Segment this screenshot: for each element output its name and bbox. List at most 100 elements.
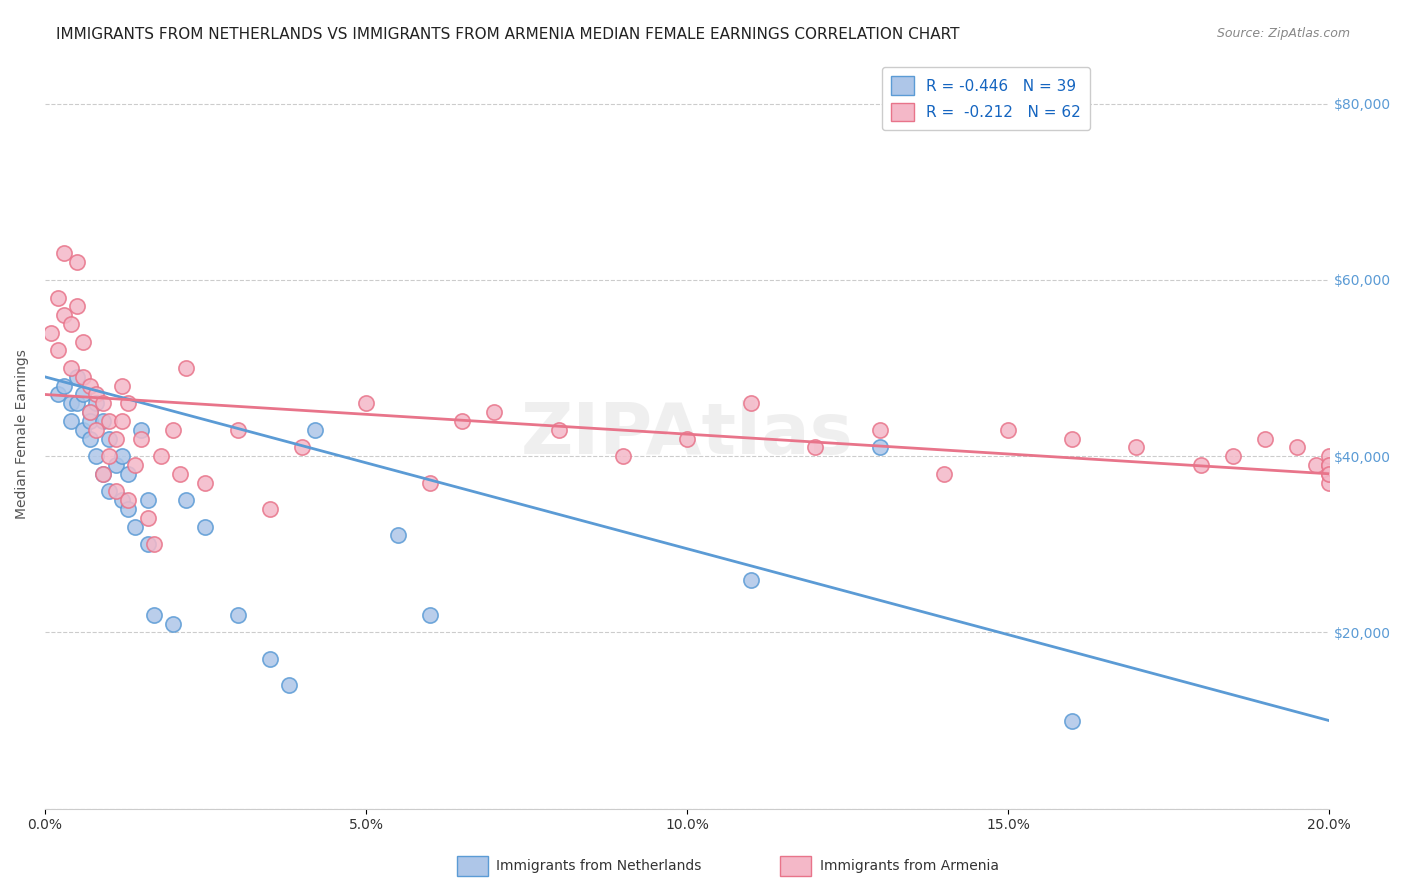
Point: [419, 607, 441, 622]
Point: [226, 423, 249, 437]
Point: [136, 537, 159, 551]
Point: [1062, 714, 1084, 728]
Point: [162, 616, 184, 631]
Point: [98, 414, 121, 428]
Point: [169, 467, 191, 481]
Point: [149, 449, 172, 463]
Point: [124, 458, 146, 472]
Point: [387, 528, 409, 542]
Point: [162, 423, 184, 437]
Point: [79, 405, 101, 419]
Point: [1317, 467, 1340, 481]
Point: [1062, 432, 1084, 446]
Point: [997, 423, 1019, 437]
Point: [53, 308, 76, 322]
Point: [451, 414, 474, 428]
Point: [143, 607, 166, 622]
Point: [1317, 449, 1340, 463]
Point: [91, 396, 114, 410]
Point: [1285, 441, 1308, 455]
Point: [124, 519, 146, 533]
Point: [66, 396, 89, 410]
Point: [86, 423, 108, 437]
Point: [98, 484, 121, 499]
Legend: R = -0.446   N = 39, R =  -0.212   N = 62: R = -0.446 N = 39, R = -0.212 N = 62: [882, 67, 1090, 130]
Text: Immigrants from Armenia: Immigrants from Armenia: [820, 859, 998, 873]
Point: [419, 475, 441, 490]
Point: [72, 334, 94, 349]
Point: [111, 378, 134, 392]
Point: [869, 441, 891, 455]
Point: [59, 317, 82, 331]
Point: [226, 607, 249, 622]
Point: [79, 378, 101, 392]
Point: [72, 423, 94, 437]
Point: [79, 432, 101, 446]
Text: ZIPAtlas: ZIPAtlas: [520, 400, 853, 468]
Point: [174, 493, 197, 508]
Point: [59, 396, 82, 410]
Point: [129, 423, 152, 437]
Point: [117, 467, 139, 481]
Point: [98, 449, 121, 463]
Point: [612, 449, 634, 463]
Point: [259, 502, 281, 516]
Text: Immigrants from Netherlands: Immigrants from Netherlands: [496, 859, 702, 873]
Point: [1305, 458, 1327, 472]
Point: [91, 467, 114, 481]
Point: [104, 484, 127, 499]
Point: [86, 387, 108, 401]
Point: [46, 343, 69, 358]
Point: [143, 537, 166, 551]
Point: [1222, 449, 1244, 463]
Point: [59, 361, 82, 376]
Point: [79, 414, 101, 428]
Point: [740, 573, 762, 587]
Point: [41, 326, 63, 340]
Point: [111, 414, 134, 428]
Point: [66, 255, 89, 269]
Point: [304, 423, 326, 437]
Point: [1317, 467, 1340, 481]
Point: [194, 519, 217, 533]
Point: [1189, 458, 1212, 472]
Point: [1317, 458, 1340, 472]
Point: [86, 396, 108, 410]
Point: [1317, 475, 1340, 490]
Point: [932, 467, 955, 481]
Y-axis label: Median Female Earnings: Median Female Earnings: [15, 349, 30, 519]
Point: [66, 299, 89, 313]
Point: [804, 441, 827, 455]
Point: [59, 414, 82, 428]
Point: [104, 458, 127, 472]
Point: [111, 449, 134, 463]
Point: [72, 369, 94, 384]
Point: [1125, 441, 1147, 455]
Point: [1317, 458, 1340, 472]
Point: [136, 493, 159, 508]
Point: [291, 441, 314, 455]
Text: Source: ZipAtlas.com: Source: ZipAtlas.com: [1216, 27, 1350, 40]
Point: [86, 449, 108, 463]
Point: [66, 369, 89, 384]
Point: [79, 405, 101, 419]
Point: [1254, 432, 1277, 446]
Point: [53, 378, 76, 392]
Point: [72, 387, 94, 401]
Text: IMMIGRANTS FROM NETHERLANDS VS IMMIGRANTS FROM ARMENIA MEDIAN FEMALE EARNINGS CO: IMMIGRANTS FROM NETHERLANDS VS IMMIGRANT…: [56, 27, 960, 42]
Point: [111, 493, 134, 508]
Point: [136, 511, 159, 525]
Point: [676, 432, 699, 446]
Point: [194, 475, 217, 490]
Point: [98, 432, 121, 446]
Point: [104, 432, 127, 446]
Point: [740, 396, 762, 410]
Point: [91, 467, 114, 481]
Point: [278, 678, 301, 692]
Point: [117, 502, 139, 516]
Point: [53, 246, 76, 260]
Point: [46, 291, 69, 305]
Point: [547, 423, 569, 437]
Point: [174, 361, 197, 376]
Point: [259, 652, 281, 666]
